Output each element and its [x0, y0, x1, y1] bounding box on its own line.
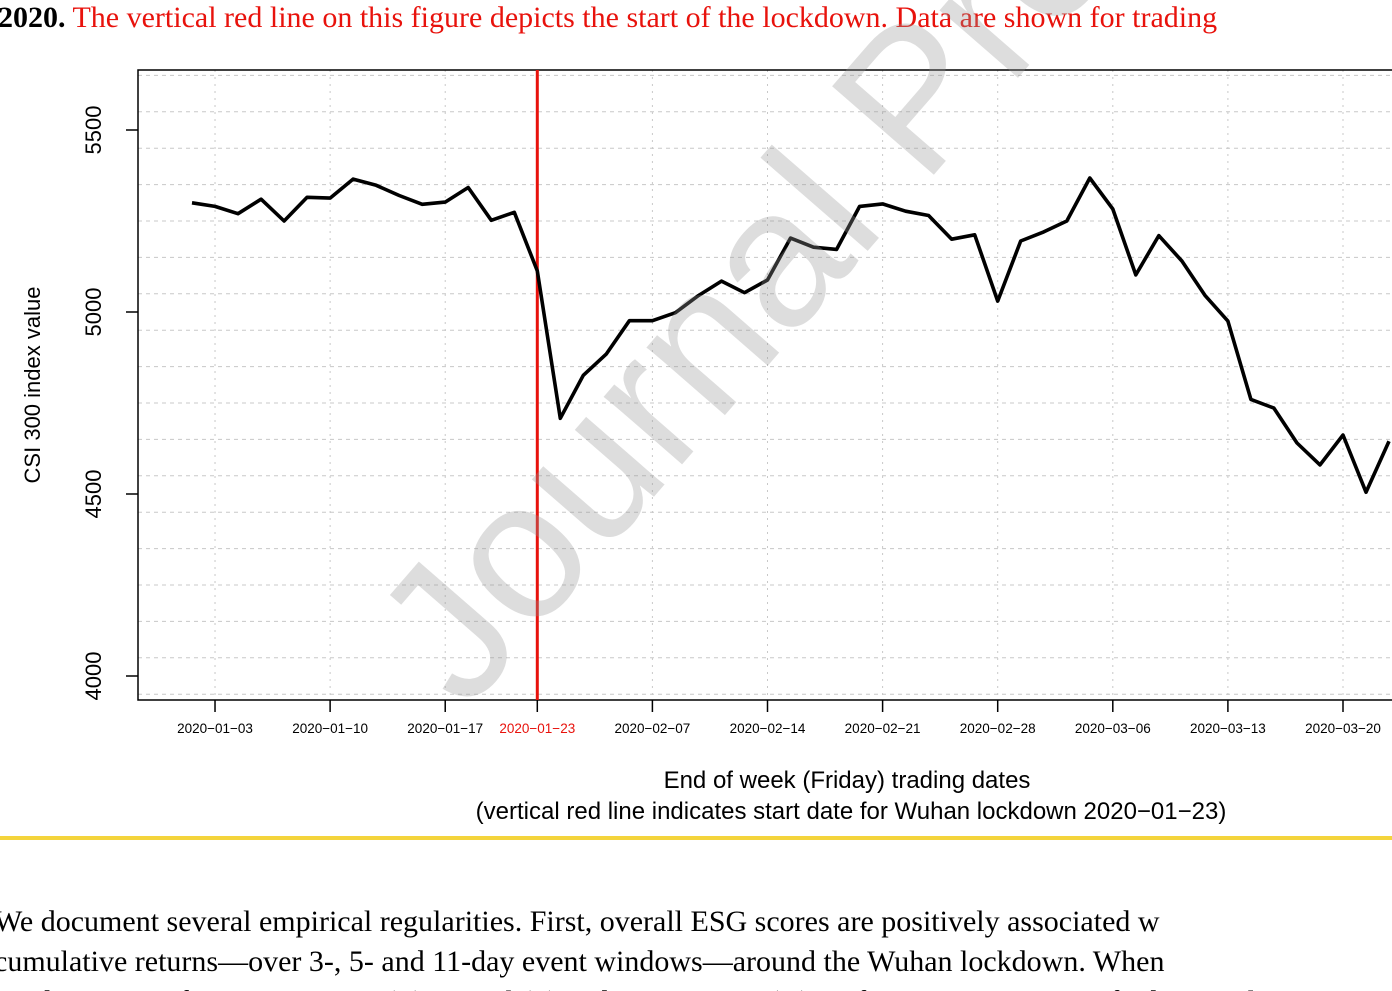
x-tick-label: 2020−03−06	[1075, 721, 1151, 736]
body-line: We document several empirical regulariti…	[0, 905, 1160, 938]
grid-lines	[138, 70, 1392, 700]
x-axis-sublabel: (vertical red line indicates start date …	[476, 798, 1227, 825]
figure-caption: 2020. The vertical red line on this figu…	[0, 0, 1392, 36]
x-tick-label: 2020−03−13	[1190, 721, 1266, 736]
y-tick-label: 4000	[81, 652, 106, 701]
body-line: we decompose for Environment (E), Social…	[0, 982, 1392, 991]
y-tick-label: 5500	[81, 106, 106, 155]
body-line: cumulative returns—over 3-, 5- and 11-da…	[0, 945, 1165, 978]
x-axis: 2020−01−03 2020−01−10 2020−01−17 2020−01−23…	[177, 700, 1381, 736]
x-tick-label: 2020−01−03	[177, 721, 253, 736]
x-axis-label: End of week (Friday) trading dates	[664, 767, 1031, 794]
x-tick-label: 2020−01−10	[292, 721, 368, 736]
x-tick-label: 2020−01−23	[499, 721, 575, 736]
y-axis-label: CSI 300 index value	[20, 287, 45, 484]
plot-border	[137, 69, 1392, 701]
body-paragraph: We document several empirical regulariti…	[0, 902, 1392, 991]
series-group	[191, 176, 1391, 495]
y-axis: 4000 4500 5000 5500	[81, 106, 138, 701]
x-tick-label: 2020−01−17	[407, 721, 483, 736]
x-tick-label: 2020−03−20	[1305, 721, 1381, 736]
x-tick-label: 2020−02−21	[845, 721, 921, 736]
series-line-csi300	[191, 176, 1391, 495]
x-tick-label: 2020−02−07	[614, 721, 690, 736]
y-tick-label: 4500	[81, 470, 106, 519]
x-tick-label: 2020−02−28	[960, 721, 1036, 736]
y-tick-label: 5000	[81, 288, 106, 337]
caption-text: The vertical red line on this figure dep…	[72, 1, 1218, 34]
x-tick-label: 2020−02−14	[730, 721, 806, 736]
section-divider	[0, 836, 1392, 840]
caption-lead: 2020.	[0, 1, 66, 34]
